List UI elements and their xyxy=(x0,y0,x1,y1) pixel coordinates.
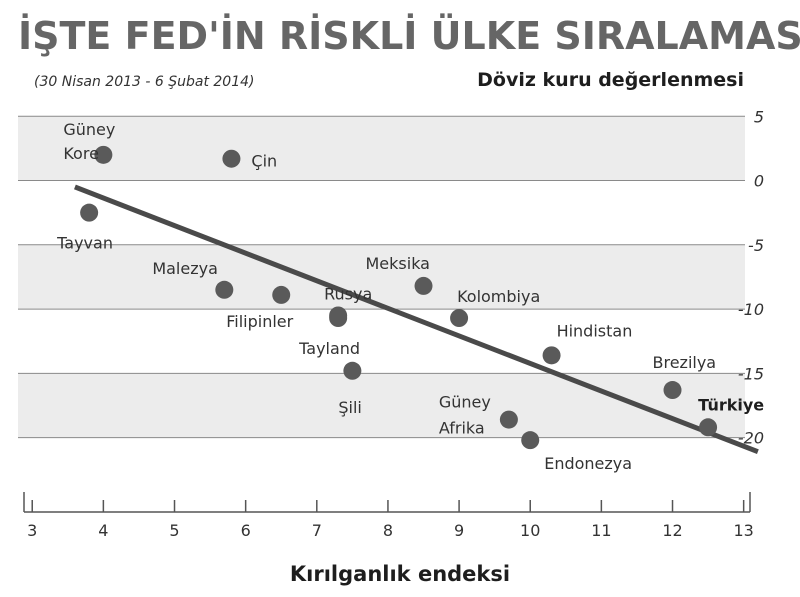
point-label: Brezilya xyxy=(653,353,717,372)
point-label-line: Güney xyxy=(63,120,115,139)
point-güney-afrika xyxy=(499,410,518,429)
point-label: Tayvan xyxy=(56,234,113,253)
x-tick-label: 9 xyxy=(454,521,464,540)
point-malezya xyxy=(215,280,234,299)
x-tick-label: 6 xyxy=(241,521,251,540)
y-axis-title: Döviz kuru değerlenmesi xyxy=(477,69,744,91)
data-points xyxy=(80,145,718,450)
y-tick-label: 0 xyxy=(754,172,764,191)
point-label: Türkiye xyxy=(698,395,764,414)
chart-title: İŞTE FED'İN RİSKLİ ÜLKE SIRALAMASI xyxy=(18,14,800,58)
point-label-line: Güney xyxy=(439,393,491,412)
point-türkiye xyxy=(699,418,718,437)
point-çin xyxy=(222,149,241,168)
point-label: Kolombiya xyxy=(457,287,540,306)
point-label-line: Afrika xyxy=(439,419,485,438)
point-güney-kore xyxy=(94,145,113,164)
point-label: Hindistan xyxy=(557,321,633,340)
point-label-line: Kore xyxy=(63,144,99,163)
point-endonezya xyxy=(521,431,540,450)
point-label-line: Kolombiya xyxy=(457,287,540,306)
point-labels: Güney Kore Çin Tayvan Malezya Filipinler Rusya… xyxy=(56,120,764,473)
point-label: Malezya xyxy=(152,259,218,278)
point-hindistan xyxy=(542,346,561,365)
point-label-line: Hindistan xyxy=(557,321,633,340)
point-brezilya xyxy=(663,381,682,400)
point-kolombiya xyxy=(450,309,469,328)
chart-subtitle: (30 Nisan 2013 - 6 Şubat 2014) xyxy=(34,74,254,90)
point-label-line: Şili xyxy=(338,398,362,417)
point-şili xyxy=(343,361,362,380)
point-label: Meksika xyxy=(366,254,430,273)
grid-band xyxy=(18,373,745,438)
point-label: Güney Afrika xyxy=(439,393,491,438)
x-axis-title: Kırılganlık endeksi xyxy=(290,562,510,586)
point-filipinler xyxy=(272,285,291,304)
x-tick-label: 10 xyxy=(520,521,540,540)
point-label: Güney Kore xyxy=(63,120,115,163)
point-tayland xyxy=(329,309,348,328)
x-tick-label: 13 xyxy=(733,521,753,540)
x-tick-label: 4 xyxy=(98,521,108,540)
y-tick-label: -15 xyxy=(738,364,764,383)
point-tayvan xyxy=(80,203,99,222)
point-label: Filipinler xyxy=(226,312,293,331)
grid-band xyxy=(18,116,745,181)
point-label: Çin xyxy=(251,152,277,171)
point-label-line: Meksika xyxy=(366,254,430,273)
y-tick-label: -20 xyxy=(738,429,764,448)
point-label-line: Tayland xyxy=(298,339,360,358)
x-tick-label: 7 xyxy=(312,521,322,540)
x-tick-label: 12 xyxy=(662,521,682,540)
y-tick-label: -10 xyxy=(738,300,764,319)
y-tick-label: 5 xyxy=(754,107,764,126)
x-tick-label: 8 xyxy=(383,521,393,540)
point-label-line: Filipinler xyxy=(226,312,293,331)
point-label-line: Endonezya xyxy=(544,454,632,473)
point-label: Rusya xyxy=(324,284,372,303)
grid-lines xyxy=(18,115,745,439)
point-label: Tayland xyxy=(298,339,360,358)
point-label-line: Rusya xyxy=(324,284,372,303)
y-axis-ticks: 5 0 -5 -10 -15 -20 xyxy=(738,107,764,447)
point-label-line: Türkiye xyxy=(698,395,764,414)
point-meksika xyxy=(414,276,433,295)
point-label: Şili xyxy=(338,398,362,417)
point-label-line: Brezilya xyxy=(653,353,717,372)
point-label-line: Tayvan xyxy=(56,234,113,253)
y-tick-label: -5 xyxy=(748,236,764,255)
point-label-line: Çin xyxy=(251,152,277,171)
x-tick-label: 3 xyxy=(27,521,37,540)
x-tick-label: 11 xyxy=(591,521,611,540)
x-tick-label: 5 xyxy=(169,521,179,540)
point-label-line: Malezya xyxy=(152,259,218,278)
trend-line xyxy=(74,184,759,455)
grid-bands xyxy=(18,116,745,438)
x-axis: 3 4 5 6 7 8 9 10 11 12 13 xyxy=(23,492,754,540)
grid-band xyxy=(18,244,745,310)
point-label: Endonezya xyxy=(544,454,632,473)
